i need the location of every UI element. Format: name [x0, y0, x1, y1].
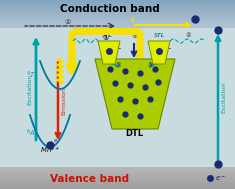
Bar [0, 10, 235, 11]
Text: Excitation: Excitation [222, 81, 227, 113]
Text: ①: ① [103, 33, 109, 42]
Bar [0, 177, 235, 179]
Bar [0, 14, 235, 15]
Bar [0, 13, 235, 14]
Bar [0, 171, 235, 173]
Text: Emission: Emission [62, 87, 67, 115]
Text: $Mn^{2+}$: $Mn^{2+}$ [40, 145, 60, 156]
Bar [0, 4, 235, 6]
Text: $e^-$: $e^-$ [215, 175, 226, 184]
Bar [0, 0, 235, 1]
Polygon shape [95, 59, 175, 129]
Text: ③: ③ [147, 63, 153, 68]
Bar [0, 182, 235, 183]
Bar [0, 6, 235, 7]
Text: $e^-$: $e^-$ [113, 47, 122, 55]
Bar [0, 174, 235, 176]
Bar [0, 27, 235, 28]
Text: $e^-$: $e^-$ [53, 137, 62, 145]
Bar [0, 24, 235, 25]
Bar [0, 17, 235, 18]
Text: $e^-$: $e^-$ [163, 47, 172, 55]
Text: $^6A_1$: $^6A_1$ [26, 128, 39, 140]
Bar [0, 8, 235, 10]
Bar [0, 180, 235, 182]
Bar [0, 3, 235, 4]
Bar [0, 11, 235, 13]
Text: STL: STL [102, 33, 114, 38]
Bar [0, 18, 235, 20]
Text: Valence band: Valence band [51, 174, 129, 184]
Bar [0, 25, 235, 27]
Bar [0, 22, 235, 24]
Text: ④: ④ [185, 33, 191, 38]
Text: Excitation: Excitation [27, 73, 32, 105]
Text: ⑤: ⑤ [131, 34, 137, 39]
Bar [0, 28, 235, 167]
Text: ②: ② [65, 19, 71, 25]
Text: Conduction band: Conduction band [60, 4, 160, 14]
Text: $^4T_1$: $^4T_1$ [26, 70, 38, 82]
Text: STL: STL [154, 33, 166, 38]
Bar [0, 15, 235, 17]
Bar [0, 176, 235, 177]
Bar [0, 1, 235, 3]
Text: DTL: DTL [125, 129, 143, 138]
Bar [0, 186, 235, 187]
Bar [0, 168, 235, 170]
Bar [0, 170, 235, 171]
Bar [0, 187, 235, 189]
Bar [0, 183, 235, 185]
Text: ③: ③ [115, 63, 121, 68]
Bar [0, 21, 235, 22]
Bar [0, 185, 235, 186]
Bar [0, 179, 235, 180]
Bar [0, 173, 235, 174]
Polygon shape [148, 41, 170, 64]
Bar [0, 7, 235, 8]
Bar [0, 20, 235, 21]
Text: ⑥: ⑥ [129, 18, 135, 23]
Bar [0, 167, 235, 168]
Polygon shape [98, 41, 120, 64]
